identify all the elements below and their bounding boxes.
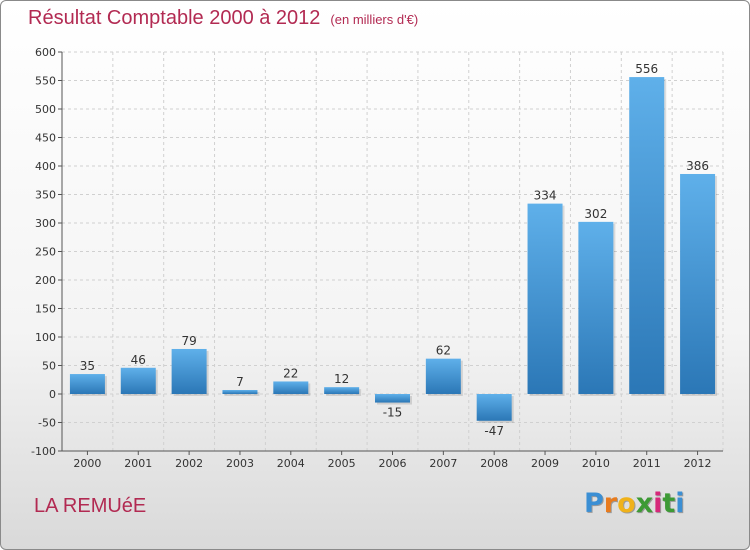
y-tick-label: 350 (35, 189, 56, 202)
x-tick-label: 2009 (531, 457, 559, 470)
bar (375, 394, 410, 403)
x-tick-labels: 2000 2001 2002 2003 2004 2005 2006 2007 2008 2009… (73, 457, 711, 470)
x-tick-label: 2000 (73, 457, 101, 470)
bar-shadow (224, 392, 260, 396)
y-tick-label: 0 (49, 388, 56, 401)
logo-letter: x (635, 488, 654, 519)
y-tick-label: 200 (35, 274, 56, 287)
logo-letter: r (603, 488, 618, 519)
y-tick-label: -50 (38, 417, 56, 430)
data-label: 46 (131, 353, 146, 367)
x-tick-label: 2006 (379, 457, 407, 470)
y-tick-label: 100 (35, 331, 56, 344)
data-label: 386 (686, 159, 709, 173)
x-tick-label: 2008 (480, 457, 508, 470)
bar (222, 390, 258, 394)
chart-title-text: Résultat Comptable 2000 à 2012 (28, 7, 321, 29)
bar (629, 77, 665, 394)
x-tick-label: 2005 (328, 457, 356, 470)
x-tick-label: 2012 (684, 457, 712, 470)
x-tick-label: 2002 (175, 457, 203, 470)
data-label: 7 (236, 375, 244, 389)
bar (273, 381, 309, 394)
bar (527, 203, 563, 394)
y-tick-label: 50 (42, 360, 56, 373)
x-tick-label: 2011 (633, 457, 661, 470)
y-tick-label: 400 (35, 160, 56, 173)
y-tick-label: 450 (35, 132, 56, 145)
logo-letter: o (617, 488, 636, 519)
bar (69, 374, 105, 394)
data-label: 302 (584, 207, 607, 221)
logo-letter: P (584, 488, 604, 519)
axes (58, 51, 723, 455)
x-tick-label: 2004 (277, 457, 305, 470)
y-tick-label: 600 (35, 46, 56, 59)
y-tick-label: 550 (35, 75, 56, 88)
logo-letter: i (653, 488, 663, 519)
x-tick-label: 2001 (124, 457, 152, 470)
data-label: 22 (283, 366, 298, 380)
x-tick-label: 2007 (429, 457, 457, 470)
proxiti-logo: Proxiti (584, 488, 685, 519)
bar (171, 348, 207, 394)
data-label: 12 (334, 372, 349, 386)
grid-lines (61, 51, 724, 452)
chart-title: Résultat Comptable 2000 à 2012 (en millie… (28, 7, 418, 30)
bar (324, 387, 360, 394)
data-label: -47 (484, 424, 504, 438)
bar (120, 367, 156, 394)
y-tick-label: -100 (31, 445, 56, 458)
bar (476, 394, 512, 421)
y-tick-label: 300 (35, 217, 56, 230)
y-tick-label: 250 (35, 246, 56, 259)
data-label: 62 (436, 344, 451, 358)
bar (680, 173, 716, 394)
logo-letter: i (675, 488, 685, 519)
commune-name: LA REMUéE (34, 495, 147, 517)
data-label: -15 (383, 406, 403, 420)
chart-subtitle: (en milliers d'€) (330, 12, 419, 27)
bar (425, 358, 461, 394)
x-tick-label: 2010 (582, 457, 610, 470)
logo-letter: t (662, 488, 676, 519)
data-label: 556 (635, 62, 658, 76)
data-labels: 35 46 79 7 22 12 -15 62 -47 334 302 556 386 (80, 62, 709, 438)
bar (578, 221, 614, 394)
y-tick-label: 500 (35, 103, 56, 116)
data-label: 35 (80, 359, 95, 373)
x-tick-label: 2003 (226, 457, 254, 470)
data-label: 334 (534, 189, 557, 203)
data-label: 79 (181, 334, 196, 348)
y-tick-label: 150 (35, 303, 56, 316)
bars (69, 77, 718, 423)
y-tick-labels: -100 -50 0 50 100 150 200 250 300 350 400 450 500 550… (31, 46, 56, 458)
